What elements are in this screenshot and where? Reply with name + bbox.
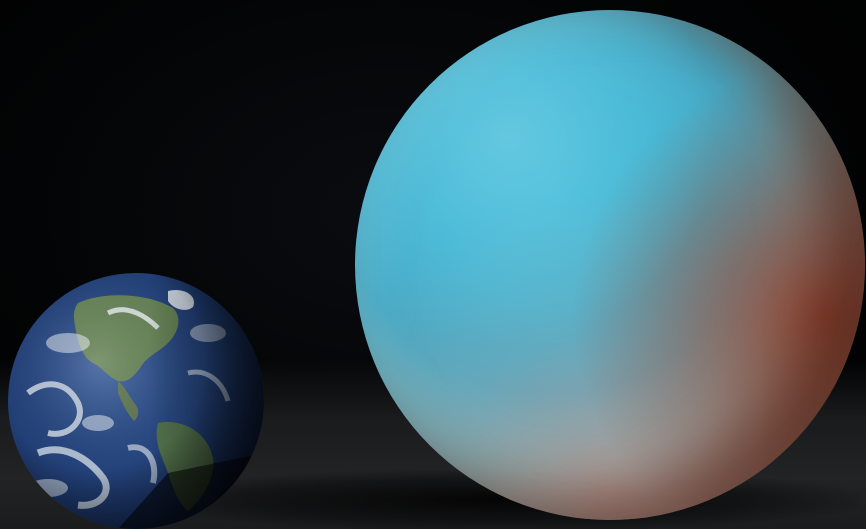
planet-atmosphere-glow — [355, 10, 865, 520]
earth-surface — [8, 273, 264, 529]
earth-planet — [8, 273, 264, 529]
large-blue-planet — [355, 10, 865, 520]
